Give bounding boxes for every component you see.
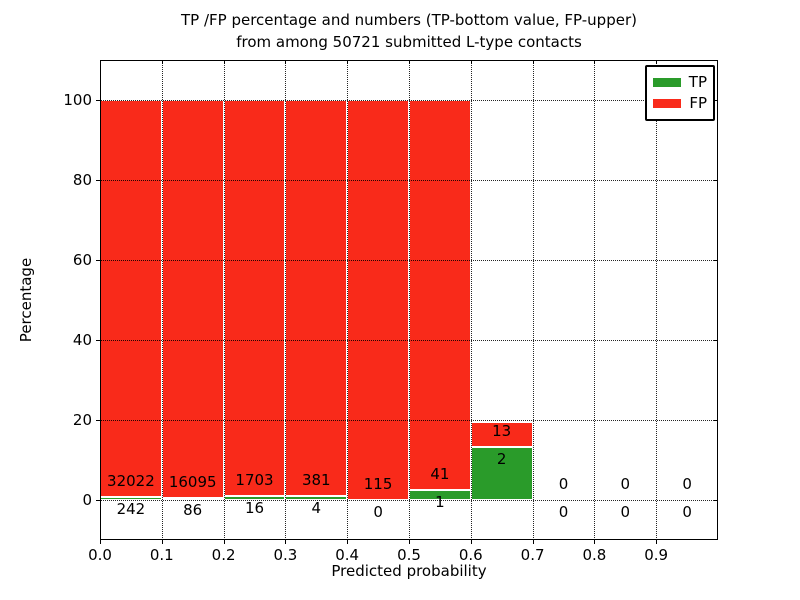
x-tick-top xyxy=(161,60,163,64)
gridline-x-0.5 xyxy=(409,60,410,540)
x-tick-label: 0.3 xyxy=(273,546,298,564)
y-tick-left xyxy=(96,100,100,101)
y-tick-right xyxy=(714,260,718,261)
tp-count-label: 242 xyxy=(116,500,146,518)
x-tick-bottom xyxy=(470,540,472,544)
x-tick-label: 0.0 xyxy=(88,546,112,564)
x-tick-label: 0.8 xyxy=(582,546,607,564)
y-tick-label: 40 xyxy=(72,331,92,349)
plot-area: 0 20 40 60 80 100 0.0 0.1 0.2 0.3 0.4 0.5 0.6 0.7 0.8 0… xyxy=(63,60,718,564)
x-tick-bottom xyxy=(594,540,596,544)
x-tick-top xyxy=(594,60,596,64)
x-tick-bottom xyxy=(409,540,410,544)
y-tick-left xyxy=(96,420,100,421)
fp-count-label: 1703 xyxy=(235,471,274,490)
x-tick-bottom xyxy=(656,540,658,544)
legend-tp-label: TP xyxy=(688,73,707,91)
fp-count-label: 16095 xyxy=(168,472,217,491)
gridline-x-0.1 xyxy=(161,60,163,540)
y-tick-left xyxy=(96,260,100,261)
x-tick-bottom xyxy=(285,540,287,544)
y-tick-label: 0 xyxy=(82,491,92,509)
bar-segment-fp-4 xyxy=(347,100,409,500)
x-tick-bottom xyxy=(223,540,225,544)
legend-item-fp: FP xyxy=(653,93,707,114)
legend-tp-swatch-icon xyxy=(653,78,681,87)
legend: TP FP xyxy=(645,65,715,121)
x-tick-bottom xyxy=(532,540,534,544)
fp-count-label: 115 xyxy=(363,475,393,493)
x-tick-top xyxy=(100,60,101,64)
tp-count-label: 4 xyxy=(311,498,322,517)
x-tick-top xyxy=(223,60,225,64)
x-tick-top xyxy=(285,60,287,64)
x-tick-bottom xyxy=(347,540,349,544)
x-axis-label: Predicted probability xyxy=(331,562,487,580)
fp-count-label: 381 xyxy=(301,470,331,489)
x-tick-top xyxy=(470,60,472,64)
gridline-x-0.4 xyxy=(347,60,349,540)
x-tick-bottom xyxy=(100,540,101,544)
chart-title-line1: TP /FP percentage and numbers (TP-bottom… xyxy=(181,11,637,29)
bar-segment-fp-0 xyxy=(100,100,162,497)
x-tick-top xyxy=(347,60,349,64)
x-tick-label: 0.7 xyxy=(520,546,545,564)
x-tick-label: 0.2 xyxy=(211,546,236,564)
legend-fp-swatch-icon xyxy=(653,99,681,108)
gridline-x-0.9 xyxy=(656,60,658,540)
fp-count-label: 13 xyxy=(492,421,512,440)
y-tick-left xyxy=(96,180,100,181)
y-tick-label: 60 xyxy=(72,251,92,269)
y-tick-left xyxy=(96,340,100,341)
x-tick-label: 0.1 xyxy=(149,546,174,564)
bar-segment-fp-3 xyxy=(285,100,348,496)
x-tick-label: 0.5 xyxy=(397,546,421,564)
x-tick-label: 0.9 xyxy=(644,546,669,564)
chart-title-line2: from among 50721 submitted L-type contac… xyxy=(236,33,582,51)
bar-segment-fp-5 xyxy=(409,100,471,491)
gridline-x-0.6 xyxy=(470,60,472,540)
fp-count-label: 0 xyxy=(620,475,631,493)
gridline-x-0.3 xyxy=(285,60,287,540)
x-tick-label: 0.6 xyxy=(458,546,483,564)
bar-segment-fp-6 xyxy=(470,422,533,447)
y-tick-left xyxy=(96,500,100,501)
y-tick-label: 80 xyxy=(72,171,92,189)
y-tick-right xyxy=(714,100,718,101)
tp-count-label: 0 xyxy=(558,503,569,521)
gridline-x-0.7 xyxy=(532,60,534,540)
y-tick-right xyxy=(714,180,718,181)
tp-count-label: 0 xyxy=(373,503,383,521)
legend-fp-label: FP xyxy=(689,94,707,112)
chart-title: TP /FP percentage and numbers (TP-bottom… xyxy=(100,9,718,53)
x-tick-top xyxy=(532,60,534,64)
fp-count-label: 0 xyxy=(558,475,569,493)
bar-segment-fp-2 xyxy=(223,100,286,497)
tp-count-label: 2 xyxy=(496,449,507,468)
y-tick-label: 100 xyxy=(63,91,92,109)
tp-count-label: 1 xyxy=(435,493,445,512)
y-tick-right xyxy=(714,340,718,341)
x-tick-bottom xyxy=(161,540,163,544)
y-tick-label: 20 xyxy=(72,411,92,429)
x-tick-top xyxy=(409,60,410,64)
fp-count-label: 0 xyxy=(682,475,692,493)
y-tick-right xyxy=(714,500,718,501)
tp-count-label: 16 xyxy=(244,499,265,518)
x-tick-top xyxy=(656,60,658,64)
x-tick-label: 0.4 xyxy=(335,546,360,564)
tp-count-label: 0 xyxy=(620,503,631,521)
gridline-x-0.2 xyxy=(223,60,225,540)
tp-count-label: 0 xyxy=(682,503,692,521)
bar-segment-fp-1 xyxy=(161,100,224,498)
y-tick-right xyxy=(714,420,718,421)
tp-count-label: 86 xyxy=(183,500,203,519)
gridline-x-0.8 xyxy=(594,60,596,540)
fp-count-label: 32022 xyxy=(107,472,155,490)
fp-count-label: 41 xyxy=(430,465,450,484)
legend-item-tp: TP xyxy=(653,72,707,93)
y-axis-label: Percentage xyxy=(17,257,35,343)
